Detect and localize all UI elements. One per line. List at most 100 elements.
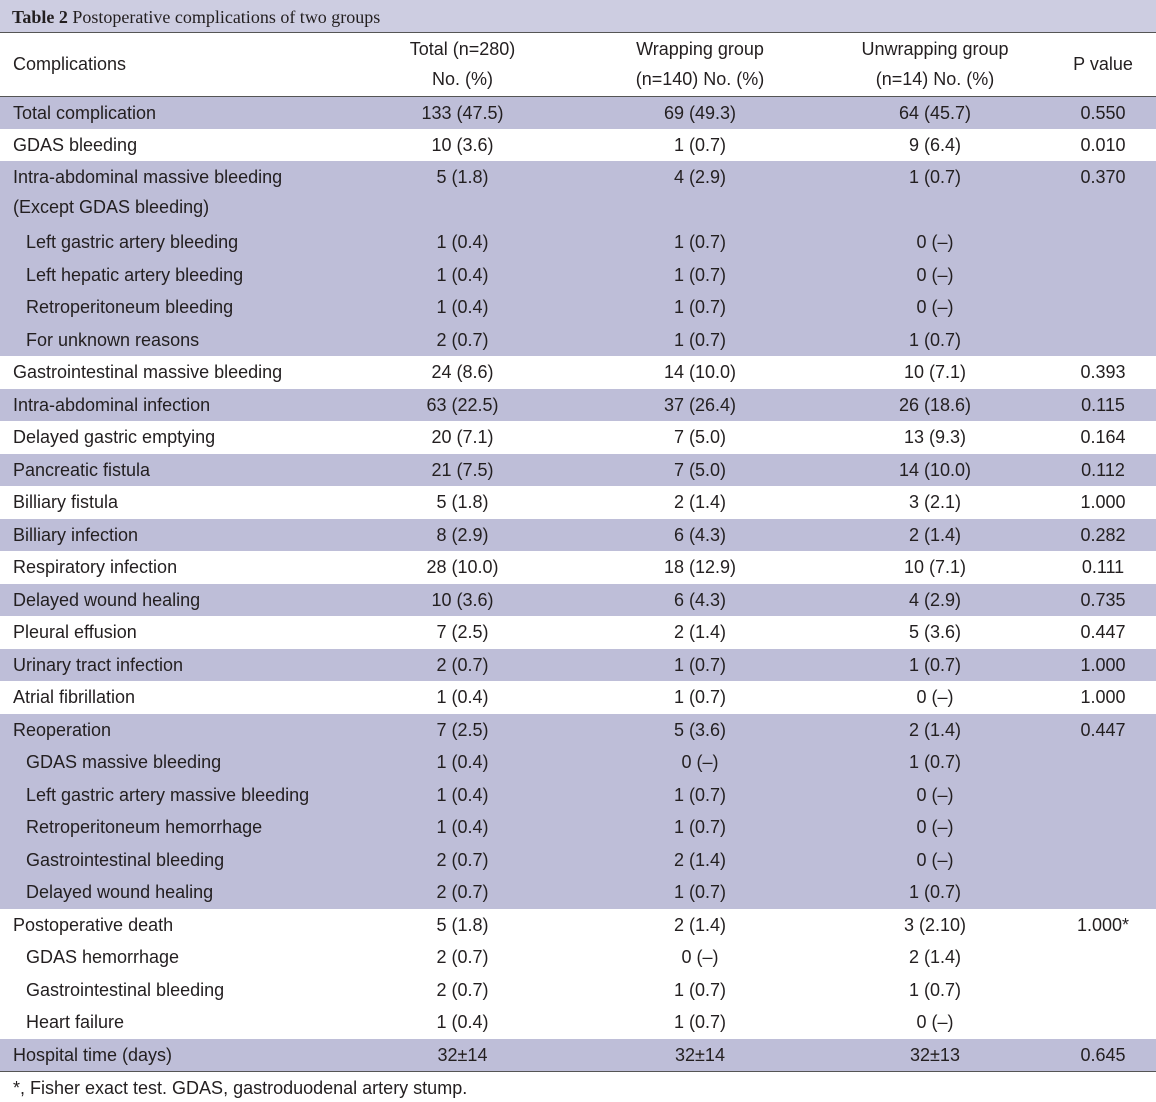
header-total: Total (n=280) No. (%) (345, 33, 580, 97)
cell-unwrapping: 0 (–) (916, 687, 954, 707)
cell-complication: Delayed wound healing (0, 876, 345, 909)
cell-total: 1 (0.4) (345, 226, 580, 259)
table-title: Postoperative complications of two group… (72, 7, 381, 27)
cell-unwrapping: 4 (2.9) (820, 583, 1050, 616)
cell-unwrapping: 3 (2.1) (908, 492, 962, 512)
cell-complication: Gastrointestinal bleeding (0, 843, 345, 876)
table-caption: Table 2 Postoperative complications of t… (0, 0, 1156, 33)
cell-wrapping: 2 (1.4) (673, 914, 727, 935)
cell-total: 21 (7.5) (345, 453, 580, 486)
cell-wrapping: 6 (4.3) (580, 583, 820, 616)
cell-complication: Left gastric artery bleeding (0, 226, 345, 259)
cell-p-value (1050, 746, 1156, 779)
cell-p-value: 1.000* (1076, 914, 1130, 935)
table-row: Urinary tract infection 2 (0.7) 1 (0.7) 1 (… (0, 648, 1156, 681)
cell-total: 2 (0.7) (345, 323, 580, 356)
cell-complication: For unknown reasons (0, 323, 345, 356)
cell-complication: Left hepatic artery bleeding (0, 258, 345, 291)
cell-unwrapping: 14 (10.0) (820, 453, 1050, 486)
cell-unwrapping: 13 (9.3) (903, 427, 967, 447)
table-row: Intra-abdominal infection 63 (22.5) 37 (26… (0, 388, 1156, 421)
cell-unwrapping: 1 (0.7) (820, 746, 1050, 779)
cell-p-value: 0.447 (1080, 622, 1126, 642)
cell-unwrapping: 32±13 (820, 1038, 1050, 1072)
cell-total: 2 (0.7) (436, 979, 489, 1000)
cell-wrapping: 7 (5.0) (580, 453, 820, 486)
cell-total: 32±14 (345, 1038, 580, 1072)
cell-p-value: 0.282 (1050, 518, 1156, 551)
cell-complication: Heart failure (26, 1012, 125, 1032)
cell-wrapping: 0 (–) (580, 746, 820, 779)
cell-wrapping: 1 (0.7) (580, 226, 820, 259)
table-row: Total complication 133 (47.5) 69 (49.3) 64 … (0, 96, 1156, 129)
cell-unwrapping: 26 (18.6) (820, 388, 1050, 421)
table-row: Retroperitoneum bleeding 1 (0.4) 1 (0.7) 0 … (0, 291, 1156, 324)
table-row: For unknown reasons 2 (0.7) 1 (0.7) 1 (0.7) (0, 323, 1156, 356)
cell-wrapping: 1 (0.7) (580, 648, 820, 681)
table-label: Table 2 (12, 7, 68, 27)
cell-complication: GDAS massive bleeding (0, 746, 345, 779)
cell-unwrapping: 64 (45.7) (820, 96, 1050, 129)
cell-unwrapping: 0 (–) (820, 291, 1050, 324)
cell-wrapping: 0 (–) (681, 947, 719, 967)
cell-p-value: 1.000 (1080, 687, 1126, 707)
cell-wrapping: 18 (12.9) (663, 557, 737, 577)
cell-unwrapping: 0 (–) (820, 226, 1050, 259)
cell-unwrapping: 5 (3.6) (908, 622, 962, 642)
table-row: Gastrointestinal bleeding 2 (0.7) 2 (1.4) 0… (0, 843, 1156, 876)
cell-p-value (1050, 258, 1156, 291)
cell-complication: Retroperitoneum hemorrhage (0, 811, 345, 844)
cell-p-value: 0.645 (1050, 1038, 1156, 1072)
cell-p-value (1050, 843, 1156, 876)
cell-wrapping: 1 (0.7) (673, 979, 727, 1000)
complications-table: Complications Total (n=280) No. (%) Wrapp… (0, 33, 1156, 1072)
cell-complication: Total complication (0, 96, 345, 129)
cell-total: 20 (7.1) (431, 427, 494, 447)
table-row: GDAS bleeding 10 (3.6) 1 (0.7) 9 (6.4) 0.010 (0, 129, 1156, 162)
table-row: Reoperation 7 (2.5) 5 (3.6) 2 (1.4) 0.447 (0, 713, 1156, 746)
cell-p-value: 0.115 (1050, 388, 1156, 421)
cell-p-value (1050, 876, 1156, 909)
cell-p-value: 0.111 (1081, 557, 1125, 577)
cell-total: 1 (0.4) (345, 291, 580, 324)
table-row: Hospital time (days) 32±14 32±14 32±13 0.645 (0, 1038, 1156, 1072)
cell-unwrapping: 2 (1.4) (820, 518, 1050, 551)
cell-complication: Respiratory infection (13, 557, 178, 577)
cell-unwrapping: 1 (0.7) (820, 323, 1050, 356)
cell-unwrapping: 1 (0.7) (908, 979, 962, 1000)
cell-total: 8 (2.9) (345, 518, 580, 551)
table-row: Gastrointestinal massive bleeding 24 (8.6… (0, 356, 1156, 389)
cell-p-value: 0.370 (1050, 161, 1156, 226)
table-row: Delayed wound healing 2 (0.7) 1 (0.7) 1 (0.… (0, 876, 1156, 909)
cell-complication: Urinary tract infection (0, 648, 345, 681)
cell-unwrapping: 10 (7.1) (903, 557, 967, 577)
header-complications: Complications (0, 33, 345, 97)
table-row: Billiary fistula 5 (1.8) 2 (1.4) 3 (2.1) 1.0… (0, 486, 1156, 519)
table-header: Complications Total (n=280) No. (%) Wrapp… (0, 33, 1156, 97)
cell-wrapping: 5 (3.6) (580, 713, 820, 746)
cell-complication: Gastrointestinal bleeding (26, 979, 225, 1000)
table-row: Respiratory infection 28 (10.0) 18 (12.9) 1… (0, 551, 1156, 584)
cell-p-value (1050, 974, 1156, 1007)
table-row: Left hepatic artery bleeding 1 (0.4) 1 (0.… (0, 258, 1156, 291)
cell-complication: Gastrointestinal massive bleeding (13, 362, 283, 382)
cell-complication: Reoperation (0, 713, 345, 746)
cell-p-value: 0.393 (1080, 362, 1126, 382)
cell-wrapping: 69 (49.3) (580, 96, 820, 129)
cell-p-value (1050, 941, 1156, 974)
cell-complication: Billiary fistula (13, 492, 119, 512)
cell-wrapping: 37 (26.4) (580, 388, 820, 421)
cell-wrapping: 1 (0.7) (580, 778, 820, 811)
table-row: Intra-abdominal massive bleeding (Except … (0, 161, 1156, 226)
cell-p-value: 0.164 (1080, 427, 1126, 447)
cell-unwrapping: 1 (0.7) (820, 161, 1050, 226)
cell-complication: Intra-abdominal infection (0, 388, 345, 421)
cell-unwrapping: 1 (0.7) (820, 876, 1050, 909)
cell-total: 5 (1.8) (436, 914, 489, 935)
cell-wrapping: 1 (0.7) (580, 291, 820, 324)
cell-unwrapping: 0 (–) (916, 1012, 954, 1032)
cell-wrapping: 2 (1.4) (580, 843, 820, 876)
table-row: Pancreatic fistula 21 (7.5) 7 (5.0) 14 (10.… (0, 453, 1156, 486)
cell-total: 24 (8.6) (431, 362, 494, 382)
table-row: Left gastric artery massive bleeding 1 (0… (0, 778, 1156, 811)
